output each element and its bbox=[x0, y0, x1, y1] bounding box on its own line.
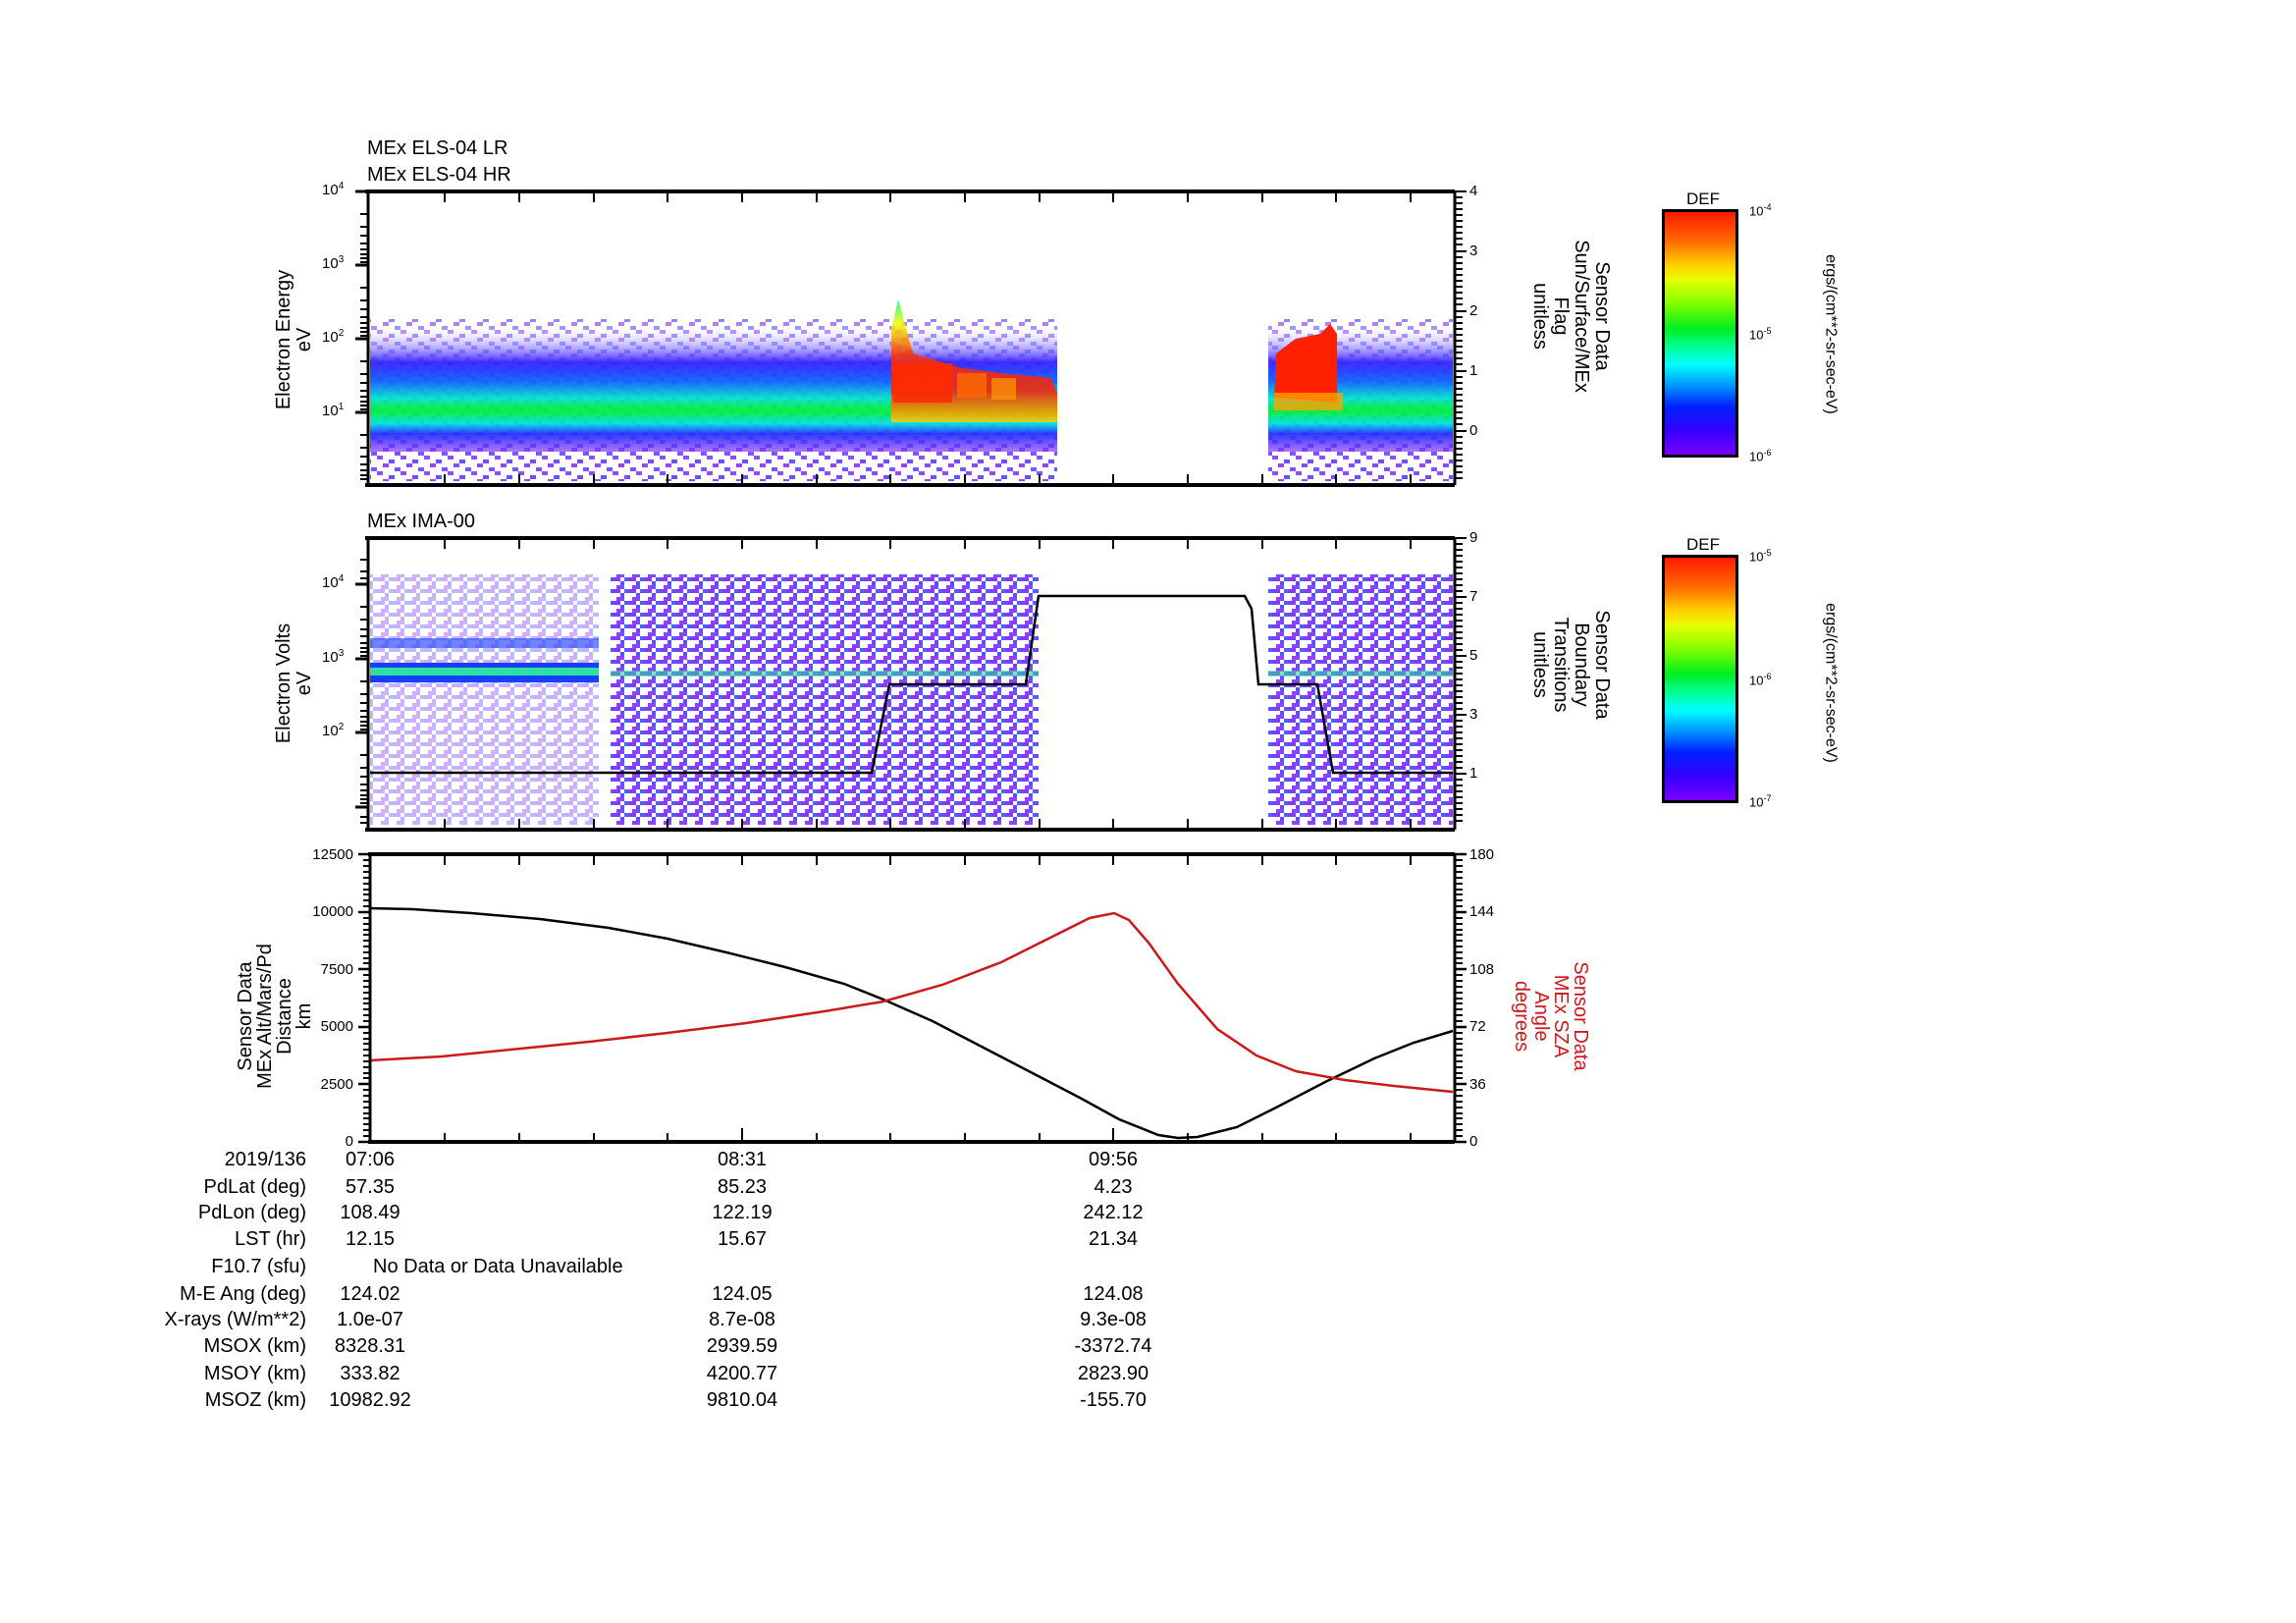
ima-y-axis-label: Electron Volts eV bbox=[273, 622, 315, 744]
orbit-ltick: 0 bbox=[345, 1133, 353, 1150]
ima-right-axis-label: Sensor Data Boundary Transitions unitles… bbox=[1529, 610, 1613, 720]
els-title-hr: MEx ELS-04 HR bbox=[367, 164, 511, 186]
els-colorbar bbox=[1662, 209, 1738, 458]
ima-colorbar-unit: ergs/(cm**2-sr-sec-eV) bbox=[1822, 603, 1840, 763]
orbit-ltick: 12500 bbox=[312, 846, 353, 863]
orbit-rtick: 180 bbox=[1469, 846, 1495, 863]
orbit-ltick: 10000 bbox=[312, 903, 353, 920]
ima-title: MEx IMA-00 bbox=[367, 511, 476, 532]
orbit-axes bbox=[358, 852, 1467, 1144]
orbit-rtick: 0 bbox=[1469, 1133, 1478, 1150]
els-ytick-1e4: 104 bbox=[322, 181, 345, 198]
sza-line bbox=[369, 911, 1454, 1094]
els-cb-bottom: 10-6 bbox=[1749, 448, 1772, 464]
ima-cb-bottom: 10-7 bbox=[1749, 793, 1772, 810]
orbit-rtick: 36 bbox=[1469, 1076, 1486, 1093]
orbit-rtick: 144 bbox=[1469, 903, 1495, 920]
time-label: 09:56 bbox=[1088, 1149, 1139, 1170]
els-rtick: 1 bbox=[1469, 362, 1478, 379]
els-ytick-1e1: 101 bbox=[322, 402, 345, 419]
els-spectrogram bbox=[370, 299, 1453, 481]
time-label: 08:31 bbox=[717, 1149, 768, 1170]
ima-rtick: 3 bbox=[1469, 706, 1478, 723]
ima-spectrogram bbox=[370, 574, 1453, 825]
altitude-line bbox=[369, 906, 1454, 1140]
time-label: 07:06 bbox=[345, 1149, 396, 1170]
els-rtick: 3 bbox=[1469, 243, 1478, 259]
orbit-left-axis-label: Sensor Data MEx Alt/Mars/Pd Distance km bbox=[235, 944, 315, 1089]
els-title-lr: MEx ELS-04 LR bbox=[367, 137, 508, 159]
els-axes bbox=[355, 189, 1467, 487]
orbit-ltick: 2500 bbox=[320, 1076, 353, 1093]
els-rtick: 4 bbox=[1469, 183, 1478, 199]
ima-axes bbox=[355, 536, 1467, 832]
ima-colorbar-title: DEF bbox=[1686, 535, 1720, 554]
orbit-ltick: 5000 bbox=[320, 1018, 353, 1035]
els-right-axis-label: Sensor Data Sun/Surface/MEx Flag unitles… bbox=[1529, 240, 1613, 393]
els-ytick-1e2: 102 bbox=[322, 328, 345, 346]
ima-rtick: 9 bbox=[1469, 529, 1478, 546]
ima-ytick-1e4: 104 bbox=[322, 573, 345, 591]
ima-rtick: 5 bbox=[1469, 647, 1478, 664]
ephemeris-date: 2019/136 bbox=[224, 1149, 306, 1170]
ima-cb-top: 10-5 bbox=[1749, 548, 1772, 565]
ima-rtick: 7 bbox=[1469, 588, 1478, 605]
els-colorbar-unit: ergs/(cm**2-sr-sec-eV) bbox=[1822, 254, 1840, 414]
orbit-rtick: 72 bbox=[1469, 1018, 1486, 1035]
els-rtick: 2 bbox=[1469, 302, 1478, 319]
ima-ytick-1e3: 103 bbox=[322, 648, 345, 666]
els-colorbar-title: DEF bbox=[1686, 189, 1720, 208]
orbit-ltick: 7500 bbox=[320, 961, 353, 978]
ima-cb-mid: 10-6 bbox=[1749, 672, 1772, 688]
els-ytick-1e3: 103 bbox=[322, 254, 345, 272]
orbit-right-axis-label: Sensor Data MEx SZA Angle degrees bbox=[1511, 961, 1591, 1071]
ima-ytick-1e2: 102 bbox=[322, 722, 345, 739]
orbit-rtick: 108 bbox=[1469, 961, 1495, 978]
els-rtick: 0 bbox=[1469, 422, 1478, 439]
els-cb-top: 10-4 bbox=[1749, 202, 1772, 219]
els-cb-mid: 10-5 bbox=[1749, 326, 1772, 343]
ima-colorbar bbox=[1662, 555, 1738, 803]
ima-rtick: 1 bbox=[1469, 765, 1478, 782]
ima-boundary-transitions-line bbox=[370, 594, 1453, 775]
